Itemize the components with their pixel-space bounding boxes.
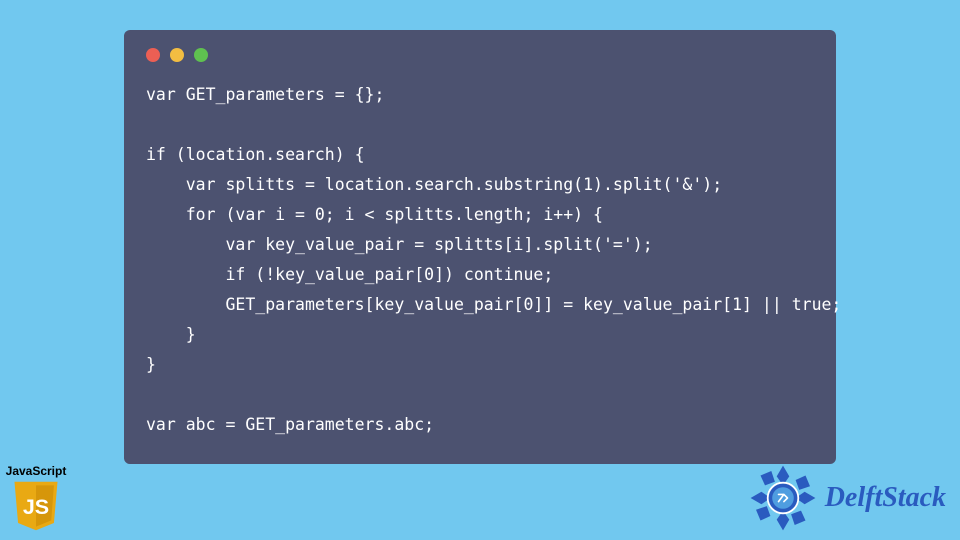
code-window: var GET_parameters = {}; if (location.se… xyxy=(124,30,836,464)
javascript-label: JavaScript xyxy=(4,464,68,478)
javascript-logo-icon: JS xyxy=(10,480,62,532)
svg-text:JS: JS xyxy=(23,495,49,519)
javascript-badge: JavaScript JS xyxy=(4,464,68,532)
window-controls xyxy=(146,48,814,62)
close-icon[interactable] xyxy=(146,48,160,62)
zoom-icon[interactable] xyxy=(194,48,208,62)
code-block: var GET_parameters = {}; if (location.se… xyxy=(146,80,814,440)
delftstack-badge: DelftStack xyxy=(747,462,946,534)
delftstack-logo-icon xyxy=(747,462,819,534)
minimize-icon[interactable] xyxy=(170,48,184,62)
delftstack-brand-text: DelftStack xyxy=(825,482,946,514)
